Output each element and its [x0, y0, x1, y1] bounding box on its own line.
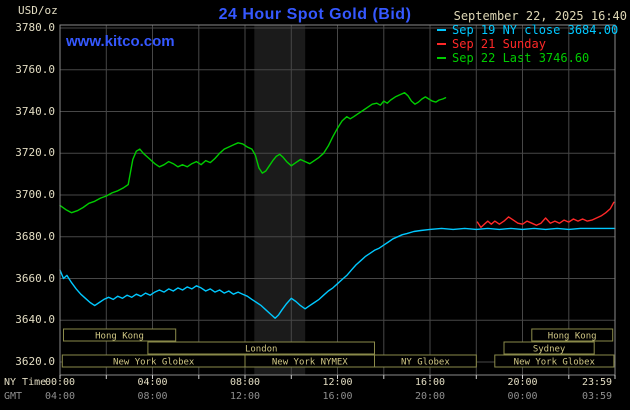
y-axis-tick-label: 3660.0 [15, 271, 55, 285]
x-axis-tick-ny: 04:00 [137, 377, 168, 388]
session-box [147, 341, 375, 355]
session-box [503, 341, 595, 355]
session-box [494, 354, 615, 368]
y-axis-units-label: USD/oz [18, 4, 58, 17]
legend-dash-icon [437, 29, 446, 31]
chart-legend: Sep 19 NY close 3684.00 Sep 21 Sunday Sep … [437, 24, 618, 64]
legend-item: Sep 22 Last 3746.60 [437, 52, 618, 64]
y-axis-tick-label: 3680.0 [15, 229, 55, 243]
chart-title: 24 Hour Spot Gold (Bid) [218, 6, 412, 23]
y-axis-tick-label: 3720.0 [15, 146, 55, 160]
x-axis-tick-gmt: 20:00 [414, 391, 446, 402]
x-axis-tick-gmt: 08:00 [137, 391, 168, 402]
y-axis-tick-label: 3740.0 [15, 104, 55, 118]
session-label: New York NYMEX [272, 358, 348, 368]
session-label: New York Globex [113, 358, 195, 368]
session-label: NY Globex [401, 358, 450, 368]
session-label: London [245, 345, 278, 355]
y-axis-tick-label: 3760.0 [15, 62, 55, 76]
legend-label: Sep 22 Last 3746.60 [452, 51, 590, 65]
shaded-band [254, 25, 306, 375]
x-axis-tick-ny: 08:00 [229, 377, 261, 388]
x-axis-tick-gmt: 16:00 [322, 391, 353, 402]
x-axis-tick-gmt: 03:59 [581, 391, 613, 402]
legend-item: Sep 19 NY close 3684.00 [437, 24, 618, 36]
x-axis-tick-ny: 12:00 [322, 377, 353, 388]
x-axis-tick-gmt: 04:00 [44, 391, 76, 402]
x-axis-tick-ny: 23:59 [581, 377, 613, 388]
y-axis-tick-label: 3780.0 [15, 21, 55, 34]
legend-item: Sep 21 Sunday [437, 38, 618, 50]
price-series-sep21 [476, 201, 615, 229]
ny-time-axis-label: NY Time [4, 377, 47, 388]
kitco-watermark: www.kitco.com [66, 33, 175, 50]
x-axis-tick-ny: 16:00 [414, 377, 446, 388]
price-series-sep22 [59, 91, 447, 214]
y-axis-tick-label: 3640.0 [15, 313, 55, 327]
x-axis-tick-gmt: 00:00 [507, 391, 538, 402]
legend-label: Sep 19 NY close 3684.00 [452, 23, 619, 37]
legend-dash-icon [437, 43, 446, 45]
y-axis-tick-label: 3700.0 [15, 188, 55, 201]
session-label: Hong Kong [95, 332, 144, 342]
y-axis-tick-label: 3620.0 [15, 355, 55, 368]
session-box [374, 354, 477, 368]
chart-datetime: September 22, 2025 16:40 [453, 9, 627, 23]
session-label: New York Globex [514, 358, 596, 368]
y-axis-labels: 3780.0 3760.0 3740.0 3720.0 3700.0 3680.0 3660… [0, 0, 56, 410]
legend-label: Sep 21 Sunday [452, 37, 546, 51]
session-box [531, 328, 614, 342]
x-axis-tick-ny: 00:00 [44, 377, 76, 388]
session-label: Hong Kong [548, 332, 597, 342]
session-label: Sydney [533, 345, 566, 355]
gmt-axis-label: GMT [4, 391, 23, 402]
price-series-sep19 [59, 227, 616, 319]
x-axis-tick-ny: 20:00 [507, 377, 538, 388]
x-axis-tick-gmt: 12:00 [229, 391, 261, 402]
session-box [63, 328, 177, 342]
legend-dash-icon [437, 57, 446, 59]
